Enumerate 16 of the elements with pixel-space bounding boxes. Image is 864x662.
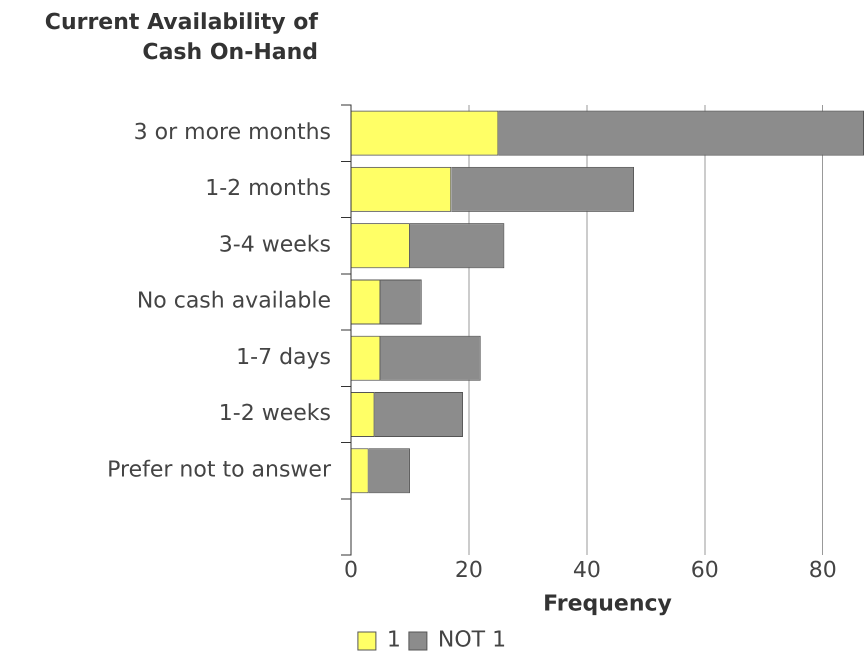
x-tick-label: 20 [454, 558, 483, 584]
y-tick-label: 3-4 weeks [218, 232, 331, 258]
y-tick-label: No cash available [136, 288, 331, 314]
legend-label: 1 [386, 628, 401, 653]
y-tick-label: 1-7 days [236, 344, 331, 370]
y-tick-label: 1-2 weeks [218, 401, 331, 426]
chart-title: Current Availability of Cash On-Hand [44, 9, 318, 67]
x-tick-label: 80 [808, 558, 837, 584]
x-tick-label: 0 [344, 558, 358, 584]
x-tick-label: 40 [572, 558, 601, 584]
y-tick-label: Prefer not to answer [107, 458, 332, 483]
legend-label: NOT 1 [438, 628, 506, 653]
x-tick-label: 60 [690, 558, 719, 584]
y-tick-label: 3 or more months [134, 120, 331, 145]
x-axis-title: Frequency [543, 592, 672, 617]
y-tick-label: 1-2 months [205, 176, 331, 202]
